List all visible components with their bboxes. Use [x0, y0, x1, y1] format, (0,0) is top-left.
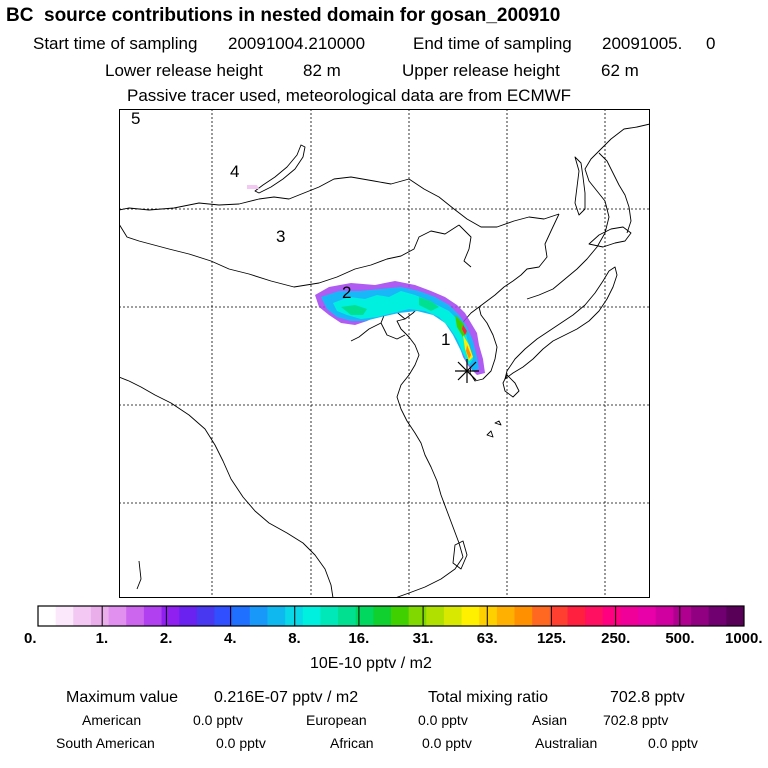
colorbar-swatch [355, 606, 374, 626]
colorbar-swatch [338, 606, 357, 626]
colorbar [37, 605, 745, 627]
region-asian-value: 702.8 pptv [603, 712, 669, 728]
colorbar-swatch [479, 606, 498, 626]
map-frame [119, 109, 650, 598]
colorbar-swatch [108, 606, 127, 626]
region-asian-label: Asian [532, 712, 568, 728]
colorbar-tick-label: 125. [536, 630, 567, 647]
colorbar-swatch [126, 606, 145, 626]
colorbar-tick-label: 4. [224, 630, 237, 647]
colorbar-swatch [73, 606, 92, 626]
colorbar-tick-label: 1000. [725, 630, 763, 647]
colorbar-swatch [391, 606, 410, 626]
colorbar-tick-label: 2. [159, 630, 173, 647]
colorbar-swatch [602, 606, 621, 626]
colorbar-swatch [90, 606, 109, 626]
colorbar-swatch [249, 606, 268, 626]
colorbar-swatch [267, 606, 286, 626]
colorbar-swatch [655, 606, 674, 626]
colorbar-swatch [496, 606, 515, 626]
end-time-label: End time of sampling [413, 34, 572, 53]
colorbar-swatch [514, 606, 533, 626]
colorbar-tick-label: 500. [665, 630, 695, 647]
start-time-value: 20091004.210000 [228, 34, 366, 53]
colorbar-swatch [196, 606, 215, 626]
colorbar-swatch [55, 606, 74, 626]
lower-release-label: Lower release height [105, 61, 263, 80]
colorbar-tick-label: 63. [476, 630, 498, 647]
region-south-american-value: 0.0 pptv [216, 735, 266, 751]
colorbar-swatch [426, 606, 445, 626]
colorbar-swatch [143, 606, 162, 626]
colorbar-swatch [620, 606, 639, 626]
colorbar-swatch [161, 606, 180, 626]
max-value: 0.216E-07 pptv / m2 [214, 689, 359, 706]
tracer-plume [247, 185, 485, 375]
colorbar-swatch [567, 606, 586, 626]
colorbar-swatch [38, 606, 57, 626]
colorbar-swatch [673, 606, 692, 626]
lower-release-value: 82 m [303, 61, 341, 80]
colorbar-swatch [320, 606, 339, 626]
colorbar-tick-label: 1. [95, 630, 109, 647]
region-african-value: 0.0 pptv [422, 735, 472, 751]
plot-title: BC source contributions in nested domain… [6, 5, 561, 26]
colorbar-frame [37, 605, 745, 627]
colorbar-swatch [638, 606, 657, 626]
region-label-5: 5 [131, 109, 140, 128]
colorbar-swatch [214, 606, 233, 626]
colorbar-swatch [179, 606, 198, 626]
region-african-label: African [330, 735, 374, 751]
region-south-american-label: South American [56, 735, 155, 751]
receptor-star-marker [455, 359, 479, 383]
colorbar-tick-label: 250. [601, 630, 631, 647]
colorbar-tick-label: 0. [24, 630, 37, 647]
colorbar-swatch [726, 606, 745, 626]
upper-release-label: Upper release height [402, 61, 560, 80]
total-mixing-ratio-label: Total mixing ratio [428, 689, 549, 706]
max-value-label: Maximum value [66, 689, 179, 706]
region-american-label: American [82, 712, 142, 728]
total-mixing-ratio-value: 702.8 pptv [610, 689, 685, 706]
region-european-value: 0.0 pptv [418, 712, 468, 728]
colorbar-swatch [532, 606, 551, 626]
end-time-value: 20091005. 0 [602, 34, 716, 53]
tracer-note: Passive tracer used, meteorological data… [127, 86, 572, 105]
region-label-4: 4 [230, 162, 239, 181]
colorbar-swatch [302, 606, 321, 626]
colorbar-swatch [443, 606, 462, 626]
colorbar-swatch [373, 606, 392, 626]
region-australian-label: Australian [535, 735, 598, 751]
region-label-3: 3 [276, 227, 285, 246]
colorbar-swatch [285, 606, 304, 626]
colorbar-swatch [461, 606, 480, 626]
colorbar-swatch [691, 606, 710, 626]
upper-release-value: 62 m [601, 61, 639, 80]
colorbar-tick-label: 8. [288, 630, 301, 647]
colorbar-swatch [585, 606, 604, 626]
region-label-1: 1 [441, 330, 450, 349]
colorbar-swatch [232, 606, 251, 626]
region-australian-value: 0.0 pptv [648, 735, 698, 751]
region-american-value: 0.0 pptv [193, 712, 243, 728]
colorbar-swatch [708, 606, 727, 626]
region-label-2: 2 [342, 283, 351, 302]
footprint-map: 5 4 3 2 1 [119, 109, 650, 598]
colorbar-swatch [408, 606, 427, 626]
colorbar-tick-label: 16. [348, 630, 370, 647]
start-time-label: Start time of sampling [33, 34, 198, 53]
colorbar-units: 10E-10 pptv / m2 [310, 655, 432, 672]
colorbar-tick-label: 31. [412, 630, 434, 647]
region-european-label: European [306, 712, 367, 728]
colorbar-swatch [549, 606, 568, 626]
